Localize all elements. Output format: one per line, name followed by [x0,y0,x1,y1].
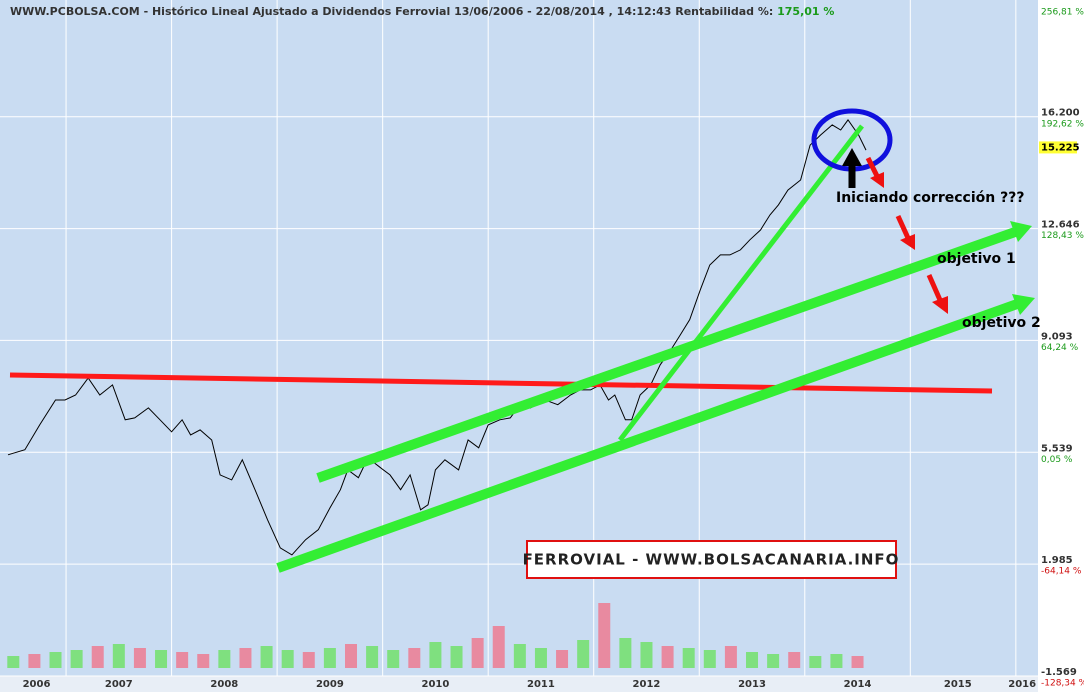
x-tick-label: 2007 [105,679,133,690]
x-tick-label: 2013 [738,679,766,690]
volume-bar [577,640,590,668]
volume-bar [70,650,83,668]
trend-channel-lower [276,298,1022,573]
x-tick-label: 2011 [527,679,555,690]
trend-channel-upper [316,226,1020,483]
volume-bar [112,644,125,668]
watermark: FERROVIAL - WWW.BOLSACANARIA.INFO [523,551,900,569]
volume-bar [429,642,442,668]
y2-tick-label: 0,05 % [1041,455,1073,465]
arrowhead [932,296,948,314]
volume-bar [155,650,168,668]
volume-bar [598,603,611,668]
volume-bar [7,656,20,668]
y2-tick-label: -128,34 % [1041,679,1084,689]
arrowhead [1010,221,1032,242]
volume-bar [387,650,400,668]
y-tick-label: 1.985 [1041,555,1073,566]
y2-tick-label: 256,81 % [1041,8,1084,18]
watermark-box [526,540,897,579]
right-axis-panel [1038,0,1084,692]
volume-bar [239,648,252,668]
volume-bar [830,654,843,668]
volume-bar [492,626,505,668]
arrowhead [842,148,862,166]
volume-bar [197,654,210,668]
x-tick-label: 2015 [944,679,972,690]
y2-tick-label: 64,24 % [1041,343,1079,353]
volume-bar [661,646,674,668]
volume-bar [788,652,801,668]
y-tick-label: 12.646 [1041,220,1080,231]
volume-bar [724,646,737,668]
volume-bar [556,650,569,668]
y-tick-label: 5.539 [1041,443,1073,454]
volume [7,603,864,668]
red-arrows [865,156,948,314]
volume-bar [703,650,716,668]
arrow [865,156,880,178]
price [7,119,867,556]
volume-bar [450,646,463,668]
y2-tick-label: 192,62 % [1041,119,1084,129]
volume-bar [323,648,336,668]
x-tick-label: 2010 [421,679,449,690]
volume-bar [133,648,146,668]
volume-bar [534,648,547,668]
volume-bar [218,650,231,668]
y2-tick-label: 128,43 % [1041,231,1084,241]
last-price-box [1039,141,1077,154]
volume-bar [408,648,421,668]
y-tick-label: 9.093 [1041,331,1073,342]
volume-bar [809,656,822,668]
arrow [895,214,911,240]
arrowhead [870,172,884,188]
annotation: objetivo 2 [962,315,1041,331]
last-price-label: 15.225 [1041,142,1080,153]
x-tick-label: 2009 [316,679,344,690]
volume-bar [619,638,632,668]
volume-bar [28,654,41,668]
volume-bar [260,646,273,668]
x-tick-label: 2012 [633,679,661,690]
volume-bar [366,646,379,668]
y-tick-label: -1.569 [1041,667,1077,678]
trend-line-steep [618,124,864,442]
volume-bar [176,652,189,668]
volume-bar [471,638,484,668]
resistance-line [9,372,993,394]
header-title: WWW.PCBOLSA.COM - Histórico Lineal Ajust… [10,5,834,18]
volume-bar [91,646,104,668]
volume-bar [513,644,526,668]
volume-bar [682,648,695,668]
annotation: objetivo 1 [937,251,1016,267]
arrowhead [1012,294,1035,315]
price-line [7,119,867,556]
volume-bar [746,652,759,668]
y-tick-label: 16.200 [1041,108,1080,119]
volume-bar [640,642,653,668]
title: WWW.PCBOLSA.COM - Histórico Lineal Ajust… [10,5,773,18]
arrowhead [900,234,915,250]
volume-bar [302,652,315,668]
return: 175,01 % [777,5,834,18]
y2-tick-label: -64,14 % [1041,567,1082,577]
volume-bar [767,654,780,668]
x-tick-label: 2008 [210,679,238,690]
volume-bar [344,644,357,668]
x-tick-label: 2014 [844,679,872,690]
annotation: Iniciando corrección ??? [836,190,1024,206]
volume-bar [281,650,294,668]
x-tick-label: 2016 [1008,679,1036,690]
volume-bar [851,656,864,668]
x-tick-label: 2006 [23,679,51,690]
volume-bar [49,652,62,668]
arrow [926,273,943,302]
bottom-axis-panel [0,676,1038,692]
